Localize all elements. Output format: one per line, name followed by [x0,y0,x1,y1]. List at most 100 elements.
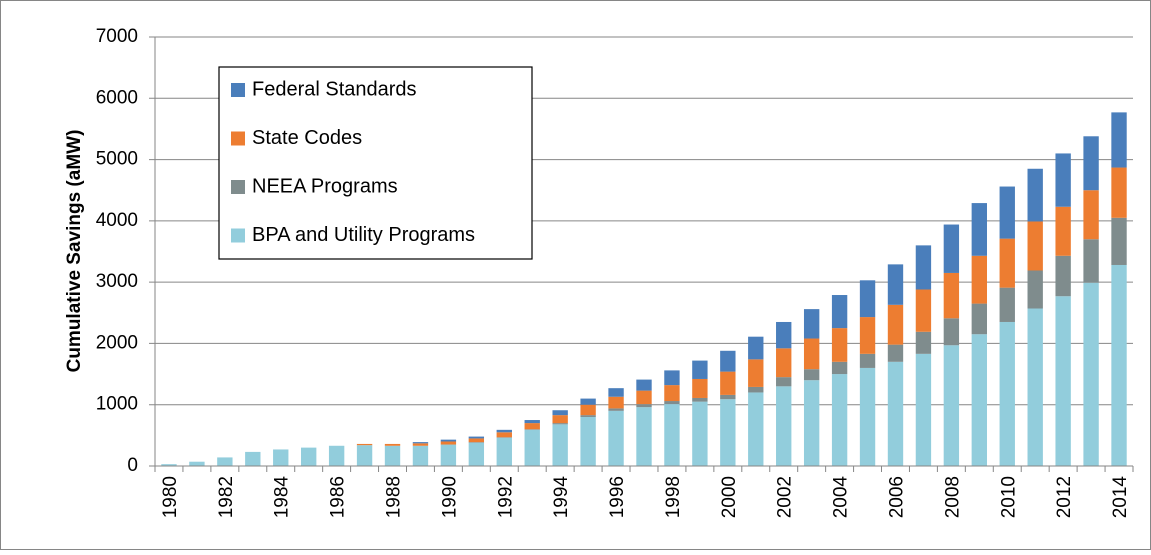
bar-segment [440,444,457,466]
bar-segment [552,415,568,424]
bar-segment [915,245,932,290]
bar-segment [580,415,596,417]
bar-segment [1027,168,1043,222]
bar-segment [971,203,987,256]
bar-segment [887,344,904,362]
legend-swatch [231,83,245,97]
bar-segment [831,295,848,329]
bar-segment [803,309,820,339]
bar-segment [161,464,177,466]
bar-segment [1111,264,1127,466]
bar-segment [356,443,373,446]
bar-segment [524,429,540,466]
y-tick-label: 3000 [96,271,138,292]
bar-segment [971,255,987,304]
legend-swatch [231,228,245,243]
legend-swatch [231,180,245,194]
bar-segment [580,398,596,405]
bar-segment [776,386,792,466]
bar-segment [971,303,987,335]
bar-segment [468,438,485,443]
bar-segment [692,397,708,402]
bar-segment [552,423,568,425]
x-tick-label: 1994 [551,476,572,519]
bar-segment [189,461,205,466]
bar-segment [831,361,848,375]
x-tick-label: 1988 [384,476,405,518]
x-tick-label: 2010 [998,476,1019,518]
bar-segment [859,353,876,368]
bar-segment [245,451,261,466]
bar-segment [524,429,540,430]
bar-segment [887,304,904,345]
bar-segment [580,416,596,466]
bar-segment [831,328,848,362]
bar-segment [496,429,512,433]
bar-segment [720,371,736,395]
bar-segment [636,379,652,391]
bar-segment [915,331,932,354]
bar-segment [636,404,652,408]
y-axis-label: Cumulative Savings (aMW) [64,130,85,373]
bar-segment [608,410,624,466]
x-tick-label: 2000 [719,476,740,518]
bar-segment [440,441,457,445]
bar-segment [1111,167,1127,218]
bar-segment [748,359,764,387]
bar-segment [636,407,652,466]
bar-segment [1111,217,1127,265]
y-tick-label: 7000 [96,26,138,47]
bar-segment [748,386,764,393]
bar-segment [748,336,764,360]
bar-segment [803,338,820,370]
bar-segment [608,388,624,397]
bar-segment [524,423,540,430]
bar-segment [1083,239,1099,283]
bar-segment [859,280,876,318]
bar-segment [384,443,401,446]
bar-segment [887,361,904,466]
bar-segment [636,390,652,405]
legend-box [218,66,533,260]
bar-segment [468,436,485,439]
bar-segment [776,348,792,378]
bar-segment [1027,270,1043,309]
legend-label: BPA and Utility Programs [252,224,475,246]
bar-segment [468,442,485,466]
bar-segment [803,369,820,381]
x-tick-label: 1992 [495,476,516,518]
bar-segment [859,367,876,466]
bar-segment [943,345,960,466]
bar-segment [412,442,429,444]
bar-segment [301,447,317,466]
bar-segment [496,437,512,438]
x-tick-label: 2014 [1110,476,1131,519]
x-tick-label: 1990 [439,476,460,518]
bar-segment [915,289,932,332]
bar-segment [720,350,736,372]
x-tick-label: 2008 [942,476,963,518]
bar-segment [608,396,624,409]
legend-label: NEEA Programs [252,175,398,197]
x-tick-label: 2006 [886,476,907,518]
bar-segment [720,399,736,466]
bar-segment [859,317,876,354]
bar-segment [999,238,1015,288]
bar-segment [580,404,596,416]
bar-segment [1055,153,1071,207]
x-tick-label: 1984 [272,476,293,519]
bar-segment [328,445,345,466]
bar-segment [1055,296,1071,466]
bar-segment [831,374,848,466]
bar-segment [692,401,708,466]
bar-segment [273,449,289,466]
bar-segment [692,378,708,398]
y-tick-label: 6000 [96,87,138,108]
bar-segment [468,442,485,443]
bar-segment [440,439,457,442]
bar-segment [664,401,680,405]
bar-segment [1055,255,1071,297]
bar-segment [943,224,960,273]
x-tick-label: 1986 [328,476,349,518]
